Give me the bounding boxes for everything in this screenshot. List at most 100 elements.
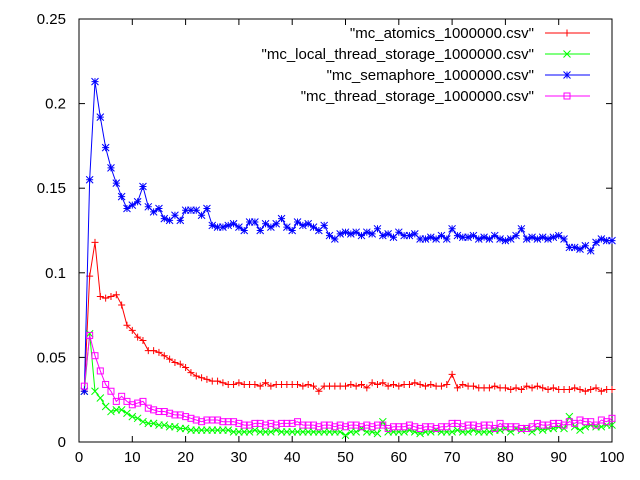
legend-label: "mc_semaphore_1000000.csv" — [327, 67, 534, 84]
data-point — [251, 218, 259, 226]
data-point — [117, 405, 126, 414]
data-point — [469, 421, 477, 429]
data-point — [586, 246, 595, 255]
data-point — [320, 221, 329, 230]
data-point — [378, 231, 387, 240]
data-point — [187, 206, 195, 215]
x-tick-label: 70 — [444, 449, 461, 466]
data-point — [368, 423, 376, 431]
series-star — [80, 77, 616, 396]
data-point — [368, 379, 376, 387]
data-point — [373, 429, 382, 438]
data-point — [528, 233, 536, 242]
data-point — [405, 421, 413, 429]
data-point — [581, 418, 589, 426]
data-point — [395, 423, 403, 431]
data-point — [538, 233, 547, 242]
data-point — [331, 423, 339, 431]
data-point — [421, 235, 430, 243]
y-tick-label: 0.25 — [37, 11, 66, 28]
data-point — [427, 423, 435, 431]
data-point — [112, 397, 120, 405]
data-point — [171, 211, 179, 220]
x-tick-label: 50 — [337, 449, 354, 466]
data-point — [187, 369, 195, 377]
data-point — [112, 179, 121, 187]
data-point — [96, 292, 104, 300]
data-point — [576, 426, 584, 435]
data-point — [533, 382, 541, 390]
data-point — [549, 384, 557, 392]
data-point — [91, 238, 99, 246]
data-point — [107, 407, 115, 416]
data-point — [229, 219, 238, 228]
data-point — [544, 386, 552, 394]
data-point — [405, 231, 414, 240]
data-point — [150, 347, 158, 355]
data-point — [437, 382, 445, 390]
data-point — [166, 355, 174, 363]
data-point — [139, 417, 147, 426]
data-point — [555, 419, 563, 427]
data-point — [214, 416, 222, 424]
data-point — [91, 352, 99, 360]
data-point — [352, 421, 360, 429]
data-point — [203, 416, 211, 424]
data-point — [198, 374, 206, 382]
data-point — [123, 409, 131, 418]
data-point — [549, 233, 558, 242]
data-point — [432, 235, 440, 243]
data-point — [491, 424, 499, 432]
x-tick-label: 10 — [124, 449, 141, 466]
data-point — [112, 291, 120, 299]
data-point — [325, 231, 334, 240]
data-point — [437, 231, 446, 240]
data-point — [139, 336, 147, 344]
data-point — [267, 427, 275, 436]
data-point — [608, 414, 616, 422]
x-tick-label: 40 — [284, 449, 301, 466]
data-point — [272, 421, 280, 429]
data-point — [149, 419, 158, 428]
data-point — [272, 219, 281, 228]
data-point — [85, 329, 94, 338]
data-point — [208, 221, 217, 230]
y-tick-label: 0.2 — [45, 96, 66, 113]
data-point — [448, 370, 456, 378]
data-point — [165, 216, 174, 225]
data-point — [491, 382, 499, 390]
data-point — [91, 77, 99, 86]
data-point — [352, 382, 360, 390]
x-tick-label: 100 — [599, 449, 624, 466]
data-point — [341, 228, 350, 237]
data-point — [341, 431, 350, 440]
data-point — [299, 221, 307, 230]
data-point — [522, 235, 531, 243]
data-point — [342, 382, 349, 390]
data-point — [256, 226, 265, 235]
data-point — [464, 233, 472, 242]
data-point — [523, 382, 531, 390]
y-tick-label: 0.1 — [45, 265, 66, 282]
data-point — [155, 408, 163, 416]
data-point — [235, 379, 243, 387]
data-point — [363, 384, 371, 392]
data-point — [459, 423, 467, 431]
series-layer — [80, 77, 616, 440]
data-point — [118, 301, 126, 309]
data-point — [571, 384, 579, 392]
data-point — [197, 211, 206, 220]
data-point — [373, 380, 381, 388]
y-tick-label: 0.05 — [37, 349, 66, 366]
data-point — [336, 230, 345, 238]
data-point — [310, 421, 318, 429]
data-point — [474, 235, 483, 243]
data-point — [554, 231, 563, 240]
data-point — [309, 223, 318, 231]
data-point — [139, 397, 147, 405]
data-point — [592, 421, 600, 429]
data-point — [363, 421, 371, 429]
data-point — [427, 380, 435, 388]
legend-label: "mc_local_thread_storage_1000000.csv" — [262, 46, 535, 63]
